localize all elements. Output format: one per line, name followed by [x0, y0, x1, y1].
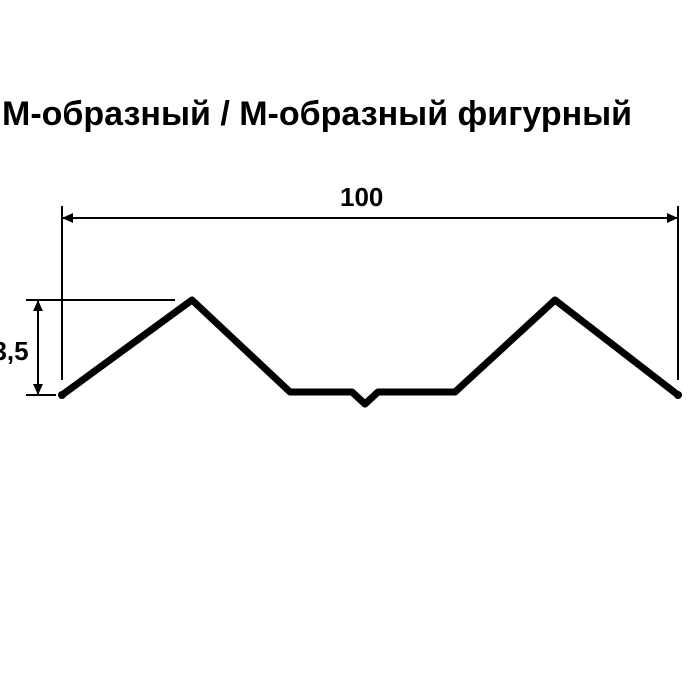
- diagram-stage: М-образный / М-образный фигурный 100 13,…: [0, 0, 700, 700]
- diagram-svg: [0, 0, 700, 700]
- dimension-height-label: 13,5: [0, 336, 29, 367]
- dimension-width-label: 100: [340, 182, 383, 213]
